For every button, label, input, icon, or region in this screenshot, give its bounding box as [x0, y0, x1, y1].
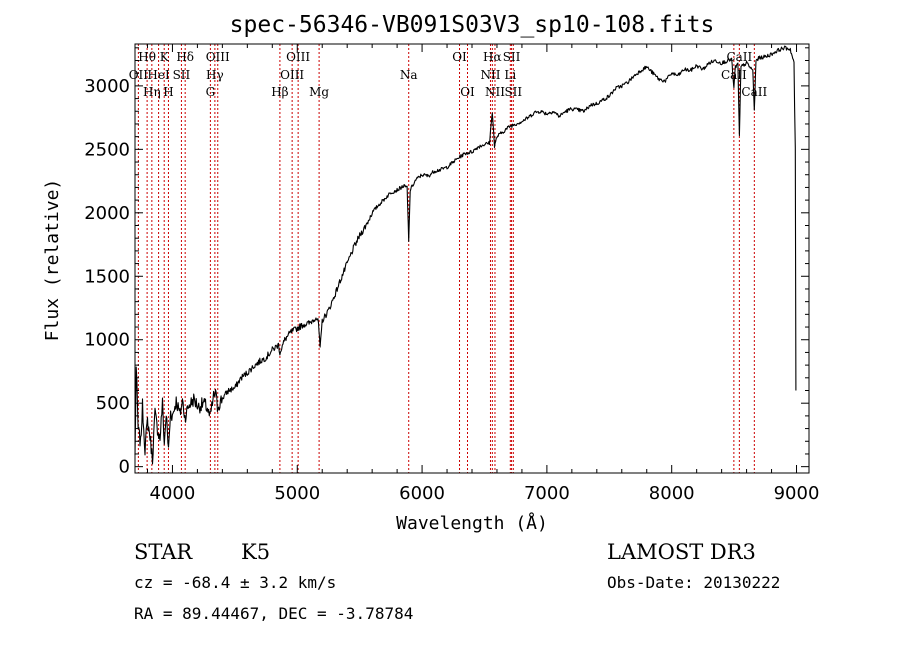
spectral-line-label: H [163, 85, 173, 99]
spectral-line-label: Hδ [176, 50, 194, 64]
x-tick-label: 7000 [524, 483, 570, 504]
y-tick-label: 2000 [84, 203, 130, 224]
spectral-line-label: Hβ [271, 85, 288, 99]
spectral-line-label: OI [460, 85, 475, 99]
spectral-line-label: OIII [206, 50, 230, 64]
spectral-line-label: CaII [741, 85, 767, 99]
x-tick-label: 6000 [399, 483, 445, 504]
footer-info: STAR K5 LAMOST DR3 cz = -68.4 ± 3.2 km/s… [134, 540, 780, 623]
spectral-line-label: CaII [726, 50, 752, 64]
plot-area: 4000 5000 6000 7000 8000 9000 0 500 1000 1500 200… [84, 43, 820, 504]
spectral-line-label: Li [504, 68, 516, 82]
spectral-line-label: SII [504, 85, 522, 99]
x-axis-label: Wavelength (Å) [396, 512, 548, 534]
spectral-line-label: Hγ [206, 68, 224, 82]
spectral-line-label: K [160, 50, 170, 64]
spectral-line-markers [137, 44, 755, 473]
x-tick-label: 5000 [274, 483, 320, 504]
object-class: STAR [134, 540, 193, 564]
redshift-value: cz = -68.4 ± 3.2 km/s [134, 573, 336, 592]
spectral-line-label: Na [400, 68, 418, 82]
spectral-line-label: G [206, 85, 216, 99]
x-tick-label: 8000 [649, 483, 695, 504]
spectral-line-label: Hα [483, 50, 502, 64]
spectral-line-label: Hθ [138, 50, 156, 64]
survey-name: LAMOST DR3 [607, 540, 756, 564]
chart-title: spec-56346-VB091S03V3_sp10-108.fits [230, 12, 715, 38]
spectral-line-label: CaII [721, 68, 747, 82]
spectral-line-label: Mg [309, 85, 329, 99]
spectral-line-label: OI [452, 50, 467, 64]
spectral-line-label: SII [503, 50, 521, 64]
y-tick-label: 1500 [84, 266, 130, 287]
spectral-subclass: K5 [241, 540, 270, 564]
x-tick-label: 9000 [774, 483, 820, 504]
y-tick-label: 500 [96, 393, 130, 414]
y-tick-label: 3000 [84, 76, 130, 97]
y-tick-label: 0 [119, 457, 130, 478]
plot-frame [134, 43, 810, 474]
y-axis-ticks: 0 500 1000 1500 2000 2500 3000 [84, 47, 809, 478]
spectral-line-label: NII [485, 85, 505, 99]
spectral-line-label: SII [173, 68, 191, 82]
y-tick-label: 2500 [84, 139, 130, 160]
sky-coordinates: RA = 89.44467, DEC = -3.78784 [134, 604, 413, 623]
y-tick-label: 1000 [84, 330, 130, 351]
spectral-line-label: OII [129, 68, 149, 82]
spectral-line-label: HeI [147, 68, 170, 82]
observation-date: Obs-Date: 20130222 [607, 573, 780, 592]
spectral-line-labels: Hθ OII Hη K HeI H Hδ SII OIII Hγ G Hβ OIII OIII Mg Na OI… [129, 50, 768, 99]
spectral-line-label: Hη [143, 85, 161, 99]
x-tick-label: 4000 [150, 483, 196, 504]
x-axis-ticks: 4000 5000 6000 7000 8000 9000 [146, 44, 820, 504]
spectrum-line [134, 45, 797, 465]
spectral-line-label: OIII [286, 50, 310, 64]
y-axis-label: Flux (relative) [42, 179, 63, 342]
spectral-line-label: NII [480, 68, 500, 82]
spectral-line-label: OIII [280, 68, 304, 82]
